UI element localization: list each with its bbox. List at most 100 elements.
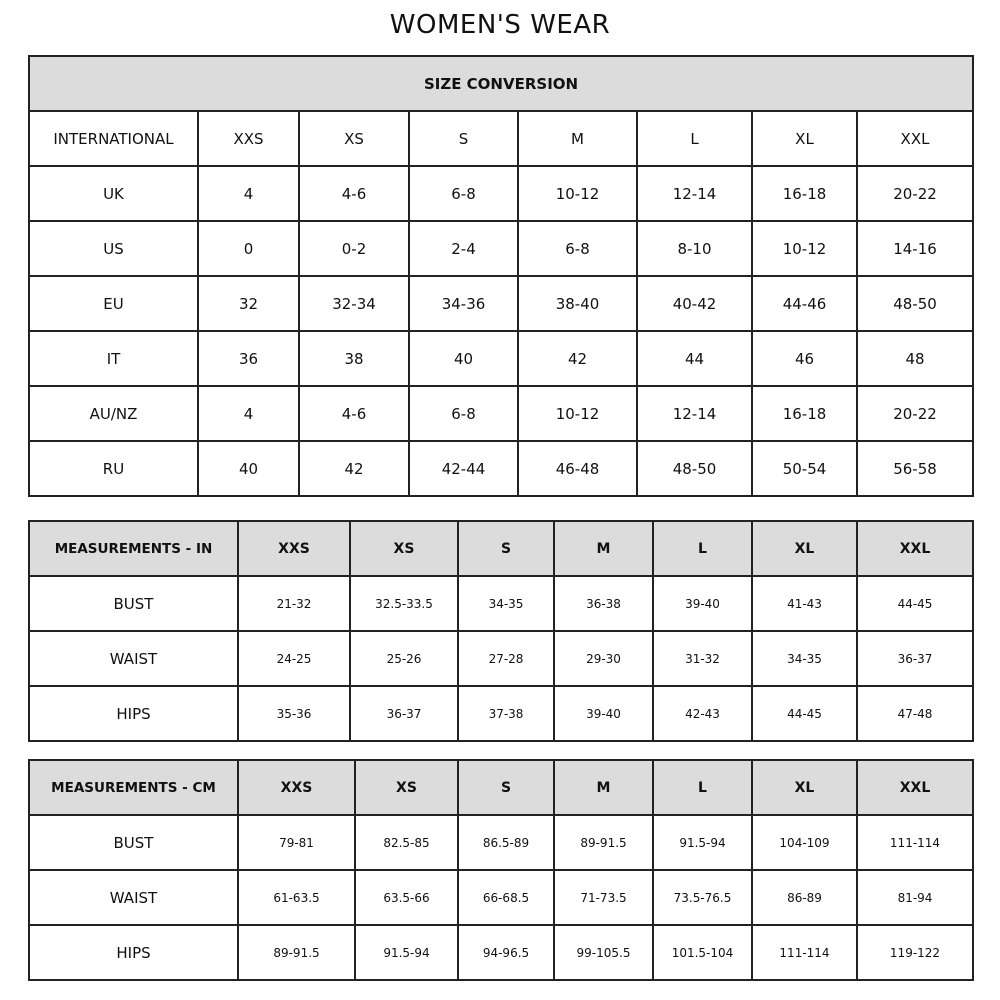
table-cell: 44-45 [751,685,858,742]
table-cell: 40 [197,440,300,497]
table-cell: 56-58 [855,440,975,497]
column-header: MEASUREMENTS - IN [28,520,239,577]
row-label: HIPS [28,924,239,981]
table-cell: 71-73.5 [553,869,654,926]
table-cell: 42-43 [652,685,753,742]
column-header: XXL [855,110,975,167]
column-header: XXS [237,759,356,816]
table-cell: 63.5-66 [354,869,459,926]
table-cell: 36 [197,330,300,387]
column-header: XL [751,110,858,167]
table-cell: 12-14 [636,385,753,442]
table-cell: 48-50 [855,275,975,332]
table-cell: 42 [517,330,638,387]
column-header: XXL [856,759,974,816]
table-cell: 20-22 [855,165,975,222]
table-cell: 12-14 [636,165,753,222]
table-cell: 44-46 [751,275,858,332]
table-cell: 36-37 [856,630,974,687]
table-cell: 89-91.5 [553,814,654,871]
table-cell: 101.5-104 [652,924,753,981]
table-cell: 89-91.5 [237,924,356,981]
column-header: L [652,759,753,816]
table-cell: 4 [197,165,300,222]
table-cell: 24-25 [237,630,351,687]
table-cell: 86-89 [751,869,858,926]
table-cell: 4 [197,385,300,442]
row-label: WAIST [28,869,239,926]
table-cell: 0 [197,220,300,277]
table-header-row: INTERNATIONAL XXS XS S M L XL XXL [28,110,975,167]
table-cell: 39-40 [652,575,753,632]
table-cell: 50-54 [751,440,858,497]
column-header: XL [751,759,858,816]
column-header: L [652,520,753,577]
table-cell: 10-12 [517,165,638,222]
table-cell: 25-26 [349,630,459,687]
table-cell: 32-34 [298,275,410,332]
size-conversion-heading: SIZE CONVERSION [27,55,975,112]
table-cell: 27-28 [457,630,555,687]
table-cell: 36-37 [349,685,459,742]
table-cell: 36-38 [553,575,654,632]
table-row: WAIST 24-25 25-26 27-28 29-30 31-32 34-35 36-37 [28,630,974,687]
table-cell: 21-32 [237,575,351,632]
table-row: EU 32 32-34 34-36 38-40 40-42 44-46 48-50 [28,275,975,332]
table-row: WAIST 61-63.5 63.5-66 66-68.5 71-73.5 73.5-76… [28,869,974,926]
table-heading-row: SIZE CONVERSION [27,55,975,112]
table-cell: 81-94 [856,869,974,926]
column-header: XXS [237,520,351,577]
table-cell: 104-109 [751,814,858,871]
table-row: RU 40 42 42-44 46-48 48-50 50-54 56-58 [28,440,975,497]
table-cell: 6-8 [408,165,519,222]
table-cell: 37-38 [457,685,555,742]
table-cell: 2-4 [408,220,519,277]
page-title: WOMEN'S WEAR [389,10,611,40]
row-label: HIPS [28,685,239,742]
table-cell: 111-114 [751,924,858,981]
column-header: M [553,520,654,577]
table-cell: 31-32 [652,630,753,687]
column-header: XS [298,110,410,167]
size-conversion-table: SIZE CONVERSION INTERNATIONAL XXS XS S M L XL X… [27,55,975,497]
column-header: S [408,110,519,167]
measurements-cm-table: MEASUREMENTS - CM XXS XS S M L XL XXL BUST 79-81 8… [28,759,974,981]
row-label: BUST [28,814,239,871]
table-cell: 46 [751,330,858,387]
table-cell: 4-6 [298,385,410,442]
table-cell: 119-122 [856,924,974,981]
table-cell: 34-35 [457,575,555,632]
table-cell: 73.5-76.5 [652,869,753,926]
table-cell: 94-96.5 [457,924,555,981]
row-label: EU [28,275,199,332]
table-cell: 46-48 [517,440,638,497]
table-cell: 6-8 [517,220,638,277]
table-cell: 34-36 [408,275,519,332]
table-cell: 42 [298,440,410,497]
table-cell: 32.5-33.5 [349,575,459,632]
table-cell: 42-44 [408,440,519,497]
column-header: XXS [197,110,300,167]
measurements-in-table: MEASUREMENTS - IN XXS XS S M L XL XXL BUST 21-32 3… [28,520,974,742]
column-header: XL [751,520,858,577]
table-cell: 14-16 [855,220,975,277]
table-cell: 35-36 [237,685,351,742]
table-cell: 34-35 [751,630,858,687]
table-cell: 38 [298,330,410,387]
column-header: S [457,759,555,816]
table-cell: 38-40 [517,275,638,332]
table-row: BUST 21-32 32.5-33.5 34-35 36-38 39-40 41-43 44… [28,575,974,632]
table-cell: 86.5-89 [457,814,555,871]
table-cell: 66-68.5 [457,869,555,926]
column-header: XS [349,520,459,577]
table-row: AU/NZ 4 4-6 6-8 10-12 12-14 16-18 20-22 [28,385,975,442]
table-cell: 79-81 [237,814,356,871]
column-header: L [636,110,753,167]
table-row: HIPS 89-91.5 91.5-94 94-96.5 99-105.5 101.5-1… [28,924,974,981]
table-row: IT 36 38 40 42 44 46 48 [28,330,975,387]
table-cell: 91.5-94 [652,814,753,871]
table-cell: 99-105.5 [553,924,654,981]
table-header-row: MEASUREMENTS - CM XXS XS S M L XL XXL [28,759,974,816]
table-cell: 40-42 [636,275,753,332]
column-header: MEASUREMENTS - CM [28,759,239,816]
